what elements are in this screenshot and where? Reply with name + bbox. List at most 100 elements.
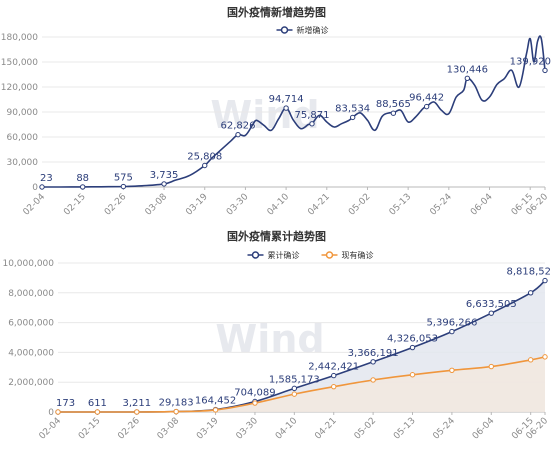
- data-label: 88: [76, 173, 89, 184]
- data-point: [423, 103, 430, 110]
- chart-1: Wind 0 30,000 60,000 90,000 120,000 150,000 180…: [1, 25, 551, 218]
- data-point: [173, 408, 179, 415]
- data-point: [252, 400, 258, 406]
- y-tick-label: 10,000,000: [2, 259, 54, 269]
- y-tick-label: 150,000: [1, 58, 38, 68]
- x-tick-label: 03-30: [235, 416, 261, 442]
- chart-title-cumulative-cases: 国外疫情累计趋势图: [227, 230, 326, 243]
- data-label: 3,366,191: [348, 348, 399, 359]
- data-point: [134, 409, 140, 415]
- watermark-text: Wind: [210, 93, 319, 137]
- x-tick-label: 02-15: [62, 192, 88, 218]
- data-label: 4,326,053: [387, 334, 438, 345]
- y-tick-label: 180,000: [1, 33, 38, 43]
- legend-label-1: 累计确诊: [268, 250, 300, 260]
- x-tick-label: 05-24: [428, 192, 454, 218]
- data-point: [283, 105, 289, 111]
- data-point: [409, 344, 416, 351]
- y-tick-label: 60,000: [7, 133, 39, 143]
- x-tick-label: 03-19: [195, 416, 221, 442]
- data-point: [55, 409, 61, 415]
- x-tick-label: 02-26: [116, 416, 142, 442]
- y-tick-label: 6,000,000: [8, 319, 54, 329]
- data-point: [79, 184, 86, 190]
- y-tick-label: 90,000: [7, 108, 39, 118]
- data-label: 704,089: [234, 388, 275, 399]
- y-tick-label: 120,000: [1, 83, 38, 93]
- y-tick-label: 0: [48, 408, 54, 418]
- data-point: [309, 121, 315, 127]
- x-tick-label: 05-13: [388, 192, 414, 218]
- data-point: [370, 377, 376, 383]
- x-tick-label: 04-10: [266, 192, 292, 218]
- chart-2: Wind 0 2,000,000 4,000,000 6,000,000 8,000,00…: [2, 250, 551, 442]
- data-label: 3,211: [122, 398, 151, 409]
- y-tick-label: 4,000,000: [8, 348, 54, 358]
- data-point: [542, 67, 548, 74]
- data-label: 88,565: [376, 99, 411, 110]
- data-point: [331, 383, 337, 390]
- y-tick-label: 30,000: [7, 158, 39, 168]
- data-label: 575: [114, 173, 133, 184]
- data-point: [449, 367, 455, 373]
- data-point: [202, 162, 208, 169]
- data-label: 75,871: [294, 110, 329, 121]
- x-tick-label: 05-13: [392, 416, 418, 442]
- data-point: [449, 328, 455, 335]
- data-point: [527, 290, 534, 296]
- data-point: [542, 277, 548, 284]
- x-tick-label: 03-08: [144, 192, 170, 218]
- legend-marker-2: [325, 251, 334, 259]
- data-label: 164,452: [195, 396, 236, 407]
- data-point: [39, 184, 45, 190]
- x-tick-label: 05-02: [347, 192, 373, 218]
- legend-marker-1: [251, 251, 260, 259]
- x-tick-label: 05-02: [353, 416, 379, 442]
- data-point: [390, 110, 397, 116]
- x-tick-label: 05-24: [431, 416, 457, 442]
- x-tick-label: 03-08: [156, 416, 182, 442]
- series-line-2: [58, 356, 546, 413]
- data-label: 96,442: [409, 93, 444, 104]
- data-label: 3,735: [150, 170, 179, 181]
- x-tick-label: 02-04: [22, 192, 48, 218]
- data-point: [331, 372, 337, 379]
- x-tick-label: 02-15: [77, 416, 103, 442]
- data-point: [291, 385, 298, 392]
- legend-label-2: 现有确诊: [342, 250, 374, 260]
- data-point: [464, 75, 471, 81]
- x-tick-label: 06-04: [471, 416, 497, 442]
- data-point: [349, 114, 356, 121]
- data-point: [488, 363, 494, 370]
- y-tick-label: 8,000,000: [8, 289, 54, 299]
- data-label: 25,808: [187, 151, 222, 162]
- data-point: [291, 391, 298, 397]
- data-label: 23: [40, 173, 53, 184]
- x-tick-label: 04-10: [274, 416, 300, 442]
- data-point: [527, 357, 534, 363]
- x-tick-label: 03-19: [184, 192, 210, 218]
- x-tick-label: 06-04: [469, 192, 495, 218]
- data-point: [370, 359, 376, 365]
- data-label: 1,585,173: [269, 374, 320, 385]
- data-label: 5,396,266: [426, 318, 477, 329]
- y-tick-label: 2,000,000: [8, 378, 54, 388]
- data-point: [488, 310, 494, 316]
- data-point: [235, 131, 241, 138]
- data-label: 2,442,421: [308, 362, 359, 373]
- series-area-2: [58, 356, 545, 412]
- data-label: 6,633,505: [466, 299, 517, 310]
- x-tick-label: 02-04: [38, 416, 64, 442]
- data-point: [542, 354, 548, 360]
- x-tick-label: 02-26: [103, 192, 129, 218]
- data-label: 62,826: [221, 121, 256, 132]
- x-tick-label: 04-21: [313, 416, 339, 442]
- watermark-text: Wind: [215, 317, 324, 361]
- data-point: [409, 372, 416, 378]
- data-point: [212, 407, 219, 413]
- y-tick-label: 0: [32, 183, 38, 193]
- data-label: 130,446: [447, 64, 488, 75]
- data-label: 83,534: [335, 103, 370, 114]
- data-label: 29,183: [159, 398, 194, 409]
